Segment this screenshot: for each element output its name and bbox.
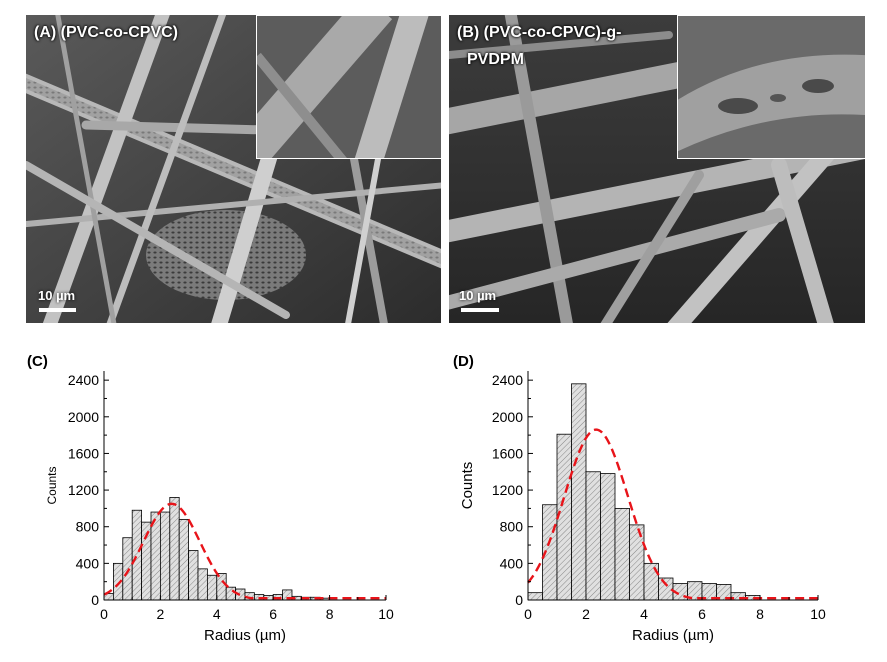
histogram-bar (216, 573, 227, 601)
y-tick-label: 0 (91, 592, 99, 608)
panel-label-c: (C) (27, 353, 48, 370)
y-tick-label: 2400 (492, 372, 523, 388)
y-tick-label: 400 (500, 555, 524, 571)
scale-bar-b (461, 308, 499, 312)
x-axis-title: Radius (µm) (204, 627, 286, 644)
y-tick-label: 400 (76, 555, 100, 571)
histogram-bar (131, 509, 142, 601)
sem-texture-b (449, 15, 865, 323)
gaussian-fit-line (103, 502, 386, 600)
x-tick-label: 4 (213, 606, 221, 622)
sem-inset-a (256, 15, 441, 159)
x-tick-label: 2 (157, 606, 165, 622)
x-tick-label: 4 (640, 606, 648, 622)
y-tick-label: 2000 (68, 409, 99, 425)
histogram-bar (206, 574, 218, 601)
y-tick-label: 1600 (492, 445, 523, 461)
sem-inset-b (677, 15, 865, 159)
histogram-bar (527, 592, 543, 601)
histogram-bar (188, 550, 199, 601)
histogram-bar (197, 568, 208, 601)
gaussian-fit-line (527, 428, 818, 600)
x-tick-label: 10 (810, 606, 826, 622)
panel-label-d: (D) (453, 353, 474, 370)
x-tick-label: 0 (524, 606, 532, 622)
x-tick-label: 0 (100, 606, 108, 622)
histogram-c: (C) 0 2 4 6 8 10 0 400 800 1200 1600 2000 2400 Radius… (27, 353, 394, 644)
sem-label-a: (A) (PVC-co-CPVC) (34, 24, 178, 41)
scale-bar-a (39, 308, 76, 312)
y-tick-label: 1200 (492, 482, 523, 498)
sem-label-b-line2: PVDPM (467, 51, 524, 68)
x-tick-label: 8 (756, 606, 764, 622)
histogram-bar (600, 473, 616, 601)
x-tick-label: 8 (326, 606, 334, 622)
scale-label-b: 10 µm (459, 288, 497, 303)
y-tick-label: 800 (76, 519, 100, 535)
sem-label-b-line1: (B) (PVC-co-CPVC)-g- (457, 24, 622, 41)
scale-label-a: 10 µm (38, 288, 76, 303)
y-tick-label: 2400 (68, 372, 99, 388)
y-axis-title: Counts (45, 466, 59, 504)
sem-image-a: (A) (PVC-co-CPVC) 10 µm (26, 15, 441, 323)
y-tick-label: 2000 (492, 409, 523, 425)
x-tick-label: 6 (698, 606, 706, 622)
y-axis-title: Counts (459, 462, 476, 510)
x-axis-title: Radius (µm) (632, 627, 714, 644)
histogram-bar (122, 537, 133, 601)
histogram-bar (658, 577, 674, 601)
histogram-bar (585, 471, 601, 601)
histogram-bar (614, 507, 630, 601)
y-tick-label: 0 (515, 592, 523, 608)
histogram-bar (556, 433, 572, 601)
y-tick-label: 1200 (68, 482, 99, 498)
y-tick-label: 1600 (68, 445, 99, 461)
sem-image-b: (B) (PVC-co-CPVC)-g- PVDPM 10 µm (449, 15, 865, 323)
histogram-bar (571, 383, 587, 601)
y-tick-label: 800 (500, 519, 524, 535)
histogram-bar (178, 518, 189, 601)
histogram-bar (225, 586, 236, 601)
histogram-d: (D) 0 2 4 6 8 10 0 400 800 1200 1600 2000 2400 Radius… (453, 353, 826, 644)
x-tick-label: 6 (269, 606, 277, 622)
x-tick-label: 2 (582, 606, 590, 622)
histogram-bar (169, 497, 180, 601)
histogram-bar (159, 511, 171, 601)
x-tick-label: 10 (378, 606, 394, 622)
